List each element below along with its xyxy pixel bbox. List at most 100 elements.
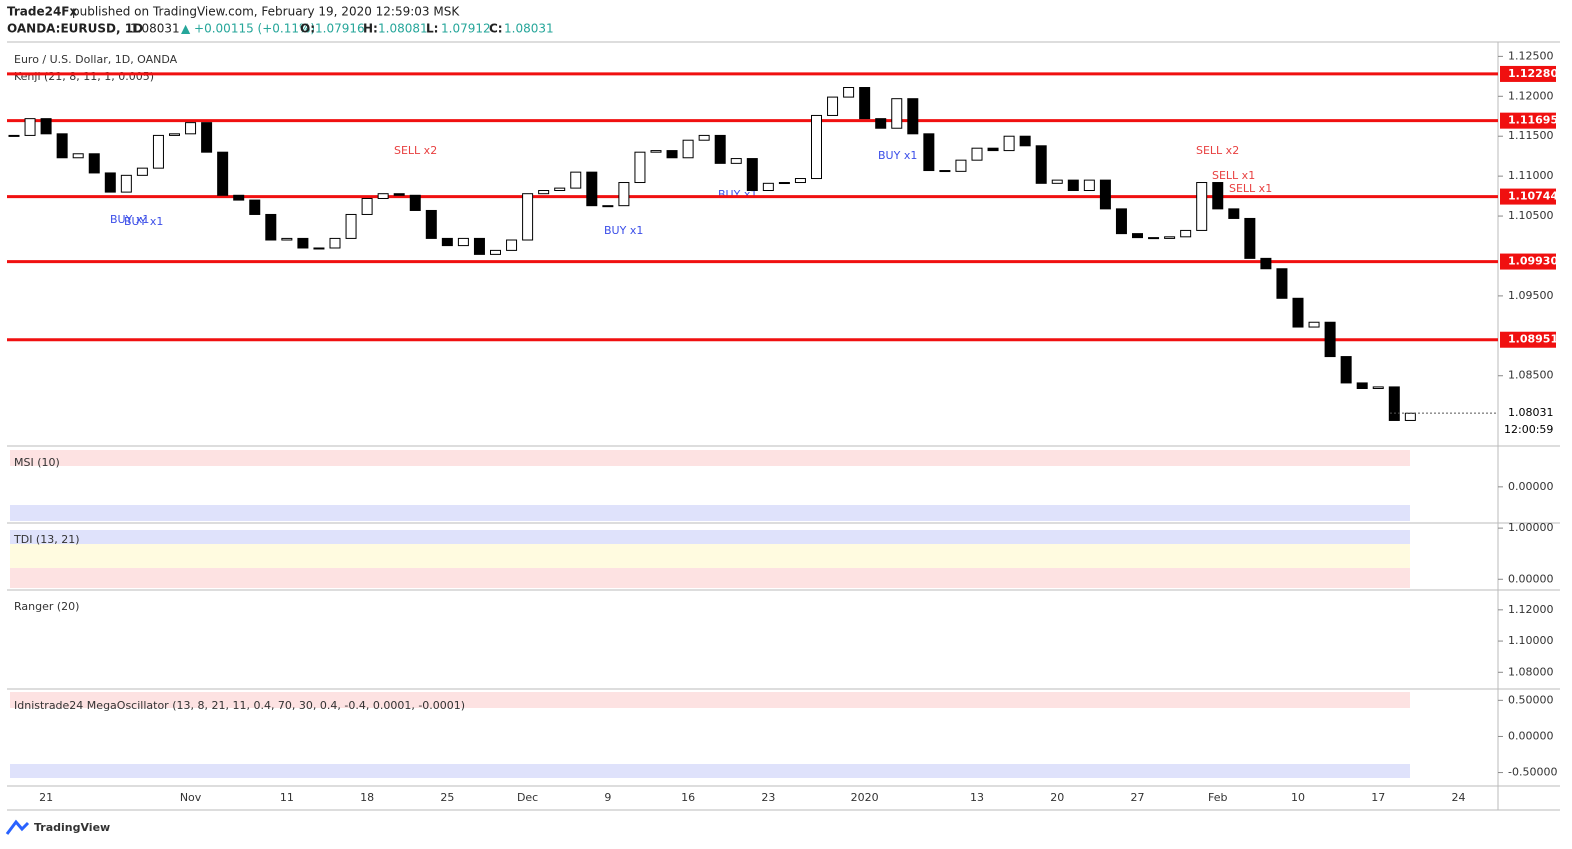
level-label-bg xyxy=(1500,331,1556,348)
x-tick-label: 24 xyxy=(1452,791,1466,804)
y-tick-label: 1.11000 xyxy=(1508,169,1554,182)
candle xyxy=(666,150,678,159)
candle xyxy=(1244,217,1256,259)
candle xyxy=(361,197,373,215)
candle xyxy=(1115,208,1127,235)
y-tick-label: 1.00000 xyxy=(1508,521,1554,534)
annotation: SELL x1 xyxy=(1229,182,1272,195)
candle xyxy=(650,150,662,153)
candle xyxy=(698,134,710,141)
x-tick-label: Nov xyxy=(180,791,202,804)
candle xyxy=(538,190,550,195)
level-label: 1.09930 xyxy=(1508,255,1558,268)
panel-title: MSI (10) xyxy=(14,456,60,469)
y-tick-label: 1.09500 xyxy=(1508,289,1554,302)
ohlc-value: 1.07916 xyxy=(315,22,365,36)
published: published on TradingView.com, February 1… xyxy=(72,5,460,19)
ohlc-label: O: xyxy=(300,22,315,36)
candle xyxy=(811,114,822,180)
candle xyxy=(345,213,357,239)
logo: TradingView xyxy=(34,821,110,834)
candle xyxy=(827,96,839,116)
candle xyxy=(104,172,116,193)
candle xyxy=(1180,229,1192,238)
x-tick-label: 20 xyxy=(1050,791,1064,804)
candle xyxy=(586,171,598,207)
candle xyxy=(40,118,52,135)
band xyxy=(10,530,1410,544)
candle xyxy=(1356,382,1368,390)
x-tick-label: 16 xyxy=(681,791,695,804)
candle xyxy=(1099,179,1111,210)
candle xyxy=(249,199,261,215)
candle xyxy=(425,209,437,239)
price: 1.08031 xyxy=(130,22,180,36)
candle xyxy=(714,134,726,164)
y-tick-label: 0.00000 xyxy=(1508,480,1554,493)
candle xyxy=(1388,386,1400,421)
publisher: Trade24Fx xyxy=(7,5,78,19)
annotation: BUY x1 xyxy=(604,224,643,237)
band xyxy=(10,544,1410,568)
candle xyxy=(185,122,197,135)
candle xyxy=(1035,145,1047,184)
y-tick-label: 0.00000 xyxy=(1508,572,1554,585)
level-label: 1.12280 xyxy=(1508,67,1558,80)
x-tick-label: 27 xyxy=(1131,791,1145,804)
level-label: 1.10744 xyxy=(1508,190,1558,203)
level-label: 1.11695 xyxy=(1508,114,1558,127)
candle xyxy=(377,193,389,199)
change: ▲ +0.00115 (+0.11%) xyxy=(181,22,315,36)
y-tick-label: 1.12000 xyxy=(1508,603,1554,616)
candle xyxy=(1212,182,1224,210)
candle xyxy=(1051,179,1063,184)
candle xyxy=(233,194,245,201)
candle xyxy=(313,247,325,250)
ohlc-label: H: xyxy=(363,22,378,36)
ohlc-value: 1.07912 xyxy=(441,22,491,36)
level-label-bg xyxy=(1500,188,1556,205)
band xyxy=(10,692,1410,708)
level-label: 1.08951 xyxy=(1508,333,1558,346)
x-tick-label: 17 xyxy=(1371,791,1385,804)
logo-icon xyxy=(5,819,30,835)
candle xyxy=(891,98,903,129)
candle xyxy=(393,193,405,196)
band xyxy=(10,568,1410,588)
candle xyxy=(1308,321,1320,328)
candle xyxy=(201,122,213,153)
annotation: BUY x1 xyxy=(124,215,163,228)
candle xyxy=(923,133,935,172)
candle xyxy=(570,171,582,189)
y-tick-label: 1.12500 xyxy=(1508,49,1554,62)
band xyxy=(10,505,1410,521)
candle xyxy=(1196,182,1208,231)
candle xyxy=(971,147,983,161)
candle xyxy=(169,133,180,136)
candle xyxy=(1067,179,1079,192)
annotation: SELL x2 xyxy=(1196,144,1239,157)
ohlc-value: 1.08081 xyxy=(378,22,428,36)
candle xyxy=(602,205,614,208)
countdown: 12:00:59 xyxy=(1504,423,1553,436)
candle xyxy=(1276,268,1288,299)
candle xyxy=(618,182,630,207)
y-tick-label: 1.08000 xyxy=(1508,665,1554,678)
y-tick-label: 0.00000 xyxy=(1508,729,1554,742)
candle xyxy=(281,237,293,241)
candle xyxy=(634,151,646,184)
annotation: SELL x1 xyxy=(1212,169,1255,182)
x-tick-label: 2020 xyxy=(851,791,879,804)
candle xyxy=(1260,257,1272,270)
y-tick-label: 1.10000 xyxy=(1508,634,1554,647)
annotation: SELL x2 xyxy=(394,144,437,157)
candle xyxy=(1148,237,1160,240)
ohlc-label: L: xyxy=(426,22,438,36)
level-label-bg xyxy=(1500,112,1556,129)
candle xyxy=(762,182,774,192)
y-tick-label: 1.11500 xyxy=(1508,129,1554,142)
candle xyxy=(152,134,164,169)
dividers xyxy=(7,41,1560,811)
x-tick-label: 9 xyxy=(604,791,611,804)
